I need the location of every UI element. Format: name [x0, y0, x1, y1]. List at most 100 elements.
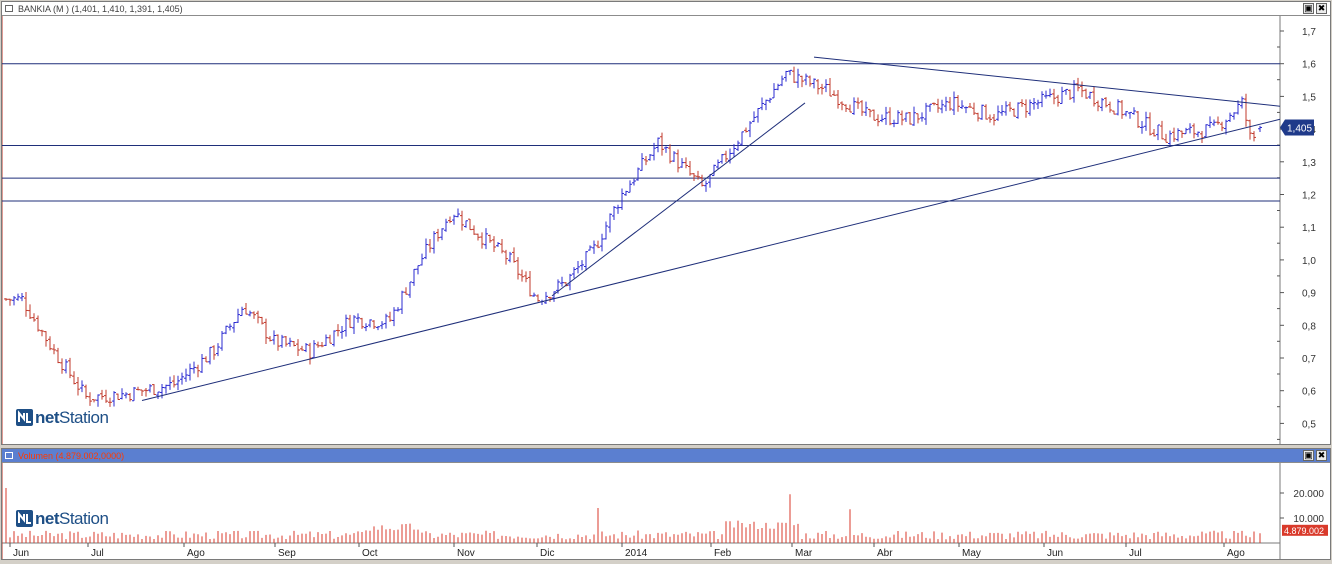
x-tick-label: Ago	[1227, 548, 1245, 559]
last-price-label: 1,405	[1287, 123, 1312, 134]
ohlc-bar	[116, 393, 120, 400]
ohlc-bar	[1100, 98, 1104, 112]
minimize-button[interactable]: ▣	[1303, 450, 1314, 461]
ohlc-bar	[832, 90, 836, 96]
volume-chart-titlebar[interactable]: Volumen (4.879.002,0000) ▣ ✖	[2, 449, 1330, 463]
last-volume-label: 4.879.002	[1284, 526, 1324, 536]
ohlc-bar	[152, 384, 156, 395]
ohlc-bar	[1116, 99, 1120, 116]
close-button[interactable]: ✖	[1316, 450, 1327, 461]
ohlc-bar	[956, 95, 960, 112]
ohlc-bar	[476, 233, 480, 241]
volume-plot-area[interactable]: 20.000 10.000 4.879.002 Jun Jul Ago Sep Oct Nov D…	[1, 463, 1330, 559]
ohlc-bar	[1112, 110, 1116, 115]
y-tick-label: 1,3	[1302, 158, 1316, 169]
y-tick-label: 0,5	[1302, 419, 1316, 430]
volume-chart-window[interactable]: Volumen (4.879.002,0000) ▣ ✖ 20.000 10.00…	[1, 448, 1331, 560]
ohlc-bar	[380, 321, 384, 330]
ohlc-bar	[812, 78, 816, 89]
ohlc-bar	[188, 363, 192, 381]
ohlc-bar	[664, 146, 668, 153]
ohlc-bar	[80, 380, 84, 393]
ohlc-bar	[320, 341, 324, 348]
ohlc-bar	[996, 105, 1000, 121]
ohlc-bar	[260, 316, 264, 325]
ohlc-bar	[572, 267, 576, 279]
ohlc-bar	[1216, 116, 1220, 125]
ohlc-bar	[100, 389, 104, 400]
ohlc-bar	[28, 304, 32, 320]
ohlc-bar	[792, 66, 796, 83]
ohlc-bar	[560, 276, 564, 287]
ohlc-bar	[88, 392, 92, 406]
ohlc-bar	[944, 96, 948, 112]
close-button[interactable]: ✖	[1316, 3, 1327, 14]
ohlc-bar	[508, 251, 512, 263]
ohlc-bar	[1020, 99, 1024, 107]
ohlc-bar	[136, 386, 140, 391]
ohlc-bar	[128, 393, 132, 402]
x-tick-label: Abr	[877, 548, 893, 559]
trendline	[813, 56, 1281, 107]
ohlc-bar	[684, 157, 688, 169]
minimize-button[interactable]: ▣	[1303, 3, 1314, 14]
ohlc-bar	[368, 319, 372, 328]
ohlc-bar	[900, 110, 904, 126]
ohlc-bar	[56, 347, 60, 364]
ohlc-bar	[760, 97, 764, 111]
ohlc-bar	[1258, 125, 1262, 133]
ohlc-bar	[1048, 88, 1052, 98]
ohlc-bar	[936, 98, 940, 113]
ohlc-bar	[1128, 111, 1132, 119]
ohlc-bar	[1024, 99, 1028, 118]
ohlc-bar	[60, 358, 64, 374]
ohlc-bar	[20, 292, 24, 302]
ohlc-bar	[972, 102, 976, 115]
price-chart-titlebar[interactable]: BANKIA (M ) (1,401, 1,410, 1,391, 1,405)…	[2, 2, 1330, 16]
ohlc-bar	[1248, 119, 1252, 140]
ohlc-bar	[176, 375, 180, 391]
price-chart-title: BANKIA (M ) (1,401, 1,410, 1,391, 1,405)	[18, 4, 183, 14]
ohlc-bar	[732, 144, 736, 157]
ohlc-bar	[1152, 128, 1156, 137]
ohlc-bar	[144, 388, 148, 397]
ohlc-bar	[880, 114, 884, 123]
last-volume-badge	[1282, 524, 1328, 536]
ohlc-bar	[748, 121, 752, 138]
ohlc-bar	[68, 357, 72, 379]
ohlc-bar	[888, 107, 892, 126]
ohlc-bar	[876, 114, 880, 127]
ohlc-bar	[1148, 112, 1152, 136]
ohlc-bar	[332, 330, 336, 347]
ohlc-bar	[848, 104, 852, 113]
ohlc-bar	[596, 240, 600, 249]
price-plot-area[interactable]: 1,71,61,51,41,31,21,11,00,90,80,70,60,51…	[1, 16, 1330, 444]
window-icon	[5, 5, 13, 12]
ohlc-bar	[712, 164, 716, 177]
ohlc-bar	[692, 173, 696, 182]
ohlc-bar	[352, 315, 356, 335]
ohlc-bar	[40, 329, 44, 337]
ohlc-bar	[240, 306, 244, 317]
ohlc-bar	[1204, 124, 1208, 138]
x-tick-label: Jun	[1047, 548, 1063, 559]
ohlc-bar	[672, 151, 676, 163]
ohlc-bar	[668, 144, 672, 164]
ohlc-bar	[628, 180, 632, 193]
ohlc-bar	[1012, 108, 1016, 117]
ohlc-bar	[736, 140, 740, 152]
price-chart-window[interactable]: BANKIA (M ) (1,401, 1,410, 1,391, 1,405)…	[1, 1, 1331, 445]
ohlc-bar	[1000, 104, 1004, 116]
ohlc-bar	[800, 75, 804, 88]
x-tick-label: Oct	[362, 548, 378, 559]
ohlc-bar	[1228, 112, 1232, 122]
netstation-logo-icon	[16, 510, 33, 527]
ohlc-bar	[344, 314, 348, 337]
ohlc-bar	[864, 101, 868, 117]
ohlc-bar	[872, 109, 876, 121]
logo-text: Station	[59, 408, 109, 427]
ohlc-bar	[1080, 81, 1084, 98]
ohlc-bar	[1168, 130, 1172, 146]
ohlc-bar	[1008, 101, 1012, 112]
ohlc-bar	[184, 368, 188, 382]
